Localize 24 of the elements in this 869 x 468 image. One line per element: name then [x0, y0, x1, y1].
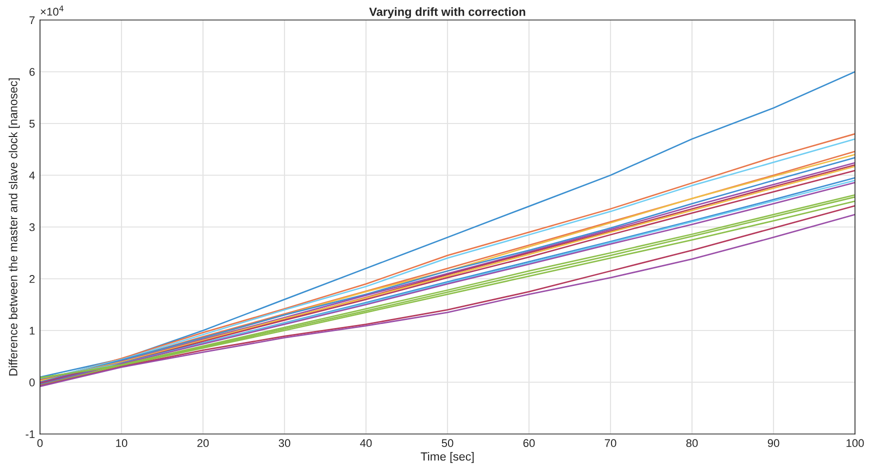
y-axis-title: Difference between the master and slave clock [nanosec]	[8, 78, 20, 376]
x-tick-label: 0	[37, 439, 43, 448]
x-axis-title: Time [sec]	[420, 452, 474, 463]
y-tick-label: 2	[30, 275, 35, 283]
chart-title: Varying drift with correction	[369, 7, 526, 18]
x-tick-label: 70	[604, 439, 616, 448]
x-tick-label: 100	[846, 439, 864, 448]
y-tick-label: -1	[26, 430, 35, 438]
x-tick-label: 90	[768, 439, 780, 448]
y-tick-label: 3	[29, 223, 35, 232]
x-tick-label: 10	[116, 439, 128, 448]
y-tick-label: 1	[30, 326, 35, 335]
x-tick-label: 30	[278, 439, 290, 448]
y-tick-label: 6	[30, 68, 35, 76]
x-tick-label: 80	[686, 439, 698, 448]
y-tick-label: 0	[29, 378, 35, 386]
y-tick-label: 7	[30, 16, 35, 24]
x-tick-label: 20	[197, 439, 209, 448]
x-tick-label: 40	[360, 439, 372, 448]
y-tick-label: 5	[29, 120, 35, 128]
x-tick-label: 50	[442, 439, 454, 448]
text: ×10$^{4}$	[40, 6, 64, 16]
x-tick-label: 60	[523, 439, 535, 448]
y-tick-label: 4	[29, 172, 35, 180]
